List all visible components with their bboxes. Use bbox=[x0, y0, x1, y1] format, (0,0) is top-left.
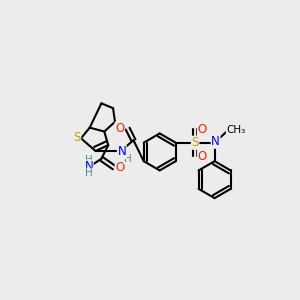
Text: CH₃: CH₃ bbox=[226, 125, 246, 135]
Text: S: S bbox=[191, 136, 199, 149]
Text: O: O bbox=[115, 161, 124, 174]
Text: H: H bbox=[85, 155, 93, 165]
Text: N: N bbox=[117, 146, 126, 158]
Text: N: N bbox=[211, 135, 220, 148]
Text: N: N bbox=[84, 160, 93, 173]
Text: O: O bbox=[197, 123, 207, 136]
Text: H: H bbox=[124, 154, 131, 164]
Text: S: S bbox=[74, 131, 81, 144]
Text: H: H bbox=[85, 168, 93, 178]
Text: O: O bbox=[115, 122, 124, 135]
Text: O: O bbox=[197, 150, 207, 163]
